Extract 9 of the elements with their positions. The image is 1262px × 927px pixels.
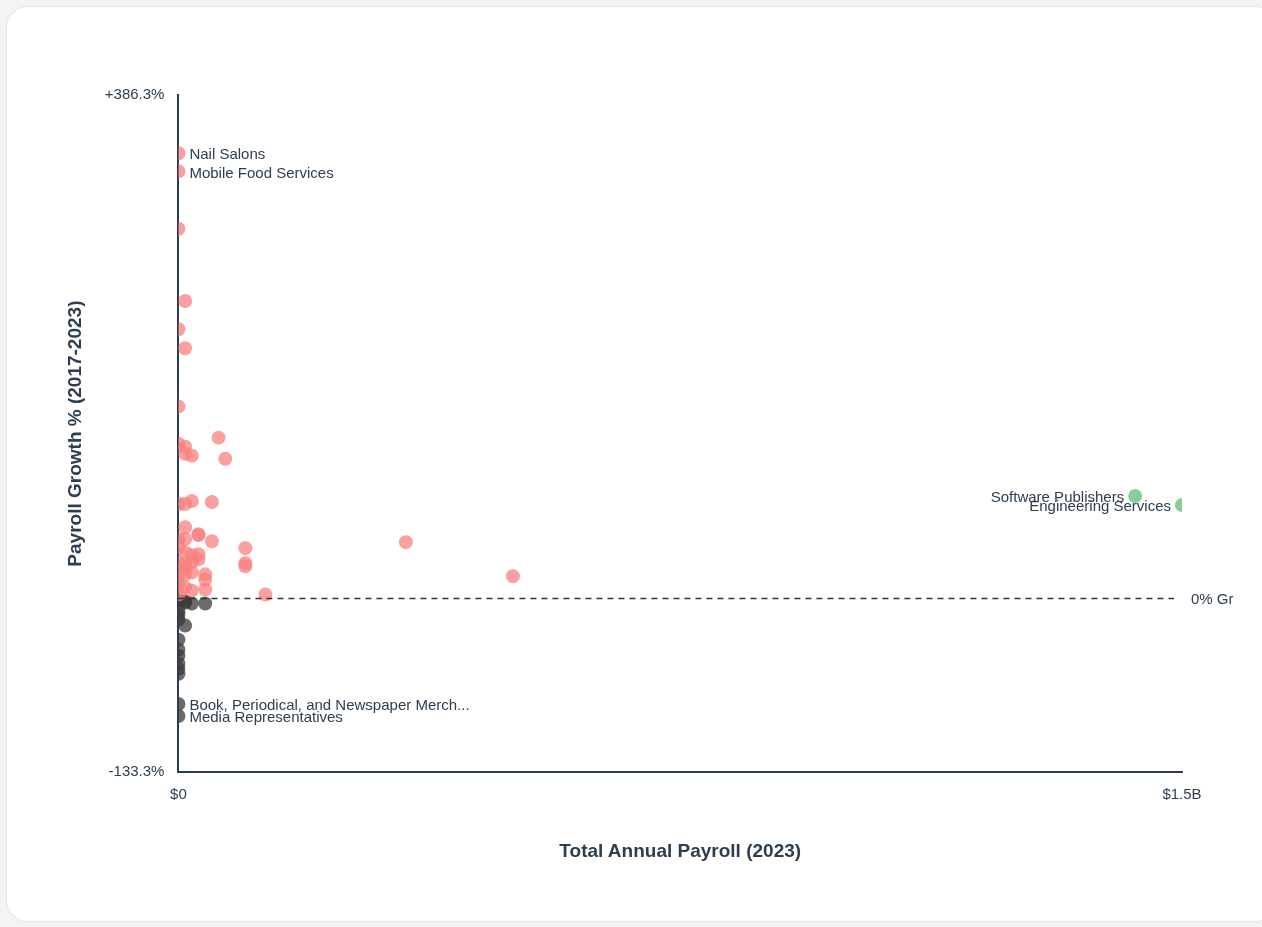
y-tick-label: +386.3%	[104, 85, 165, 103]
annotation: Mobile Food Services	[189, 163, 334, 181]
x-axis-title: Total Annual Payroll (2023)	[559, 839, 802, 861]
y-axis-title: Payroll Growth % (2017-2023)	[63, 300, 85, 567]
ref-line-label: 0% Gr	[1191, 589, 1234, 607]
x-tick-label: $0	[170, 785, 187, 803]
x-tick-label: $1.5B	[1162, 785, 1202, 803]
y-tick-label: -133.3%	[108, 762, 165, 780]
annotation: Nail Salons	[189, 145, 266, 163]
